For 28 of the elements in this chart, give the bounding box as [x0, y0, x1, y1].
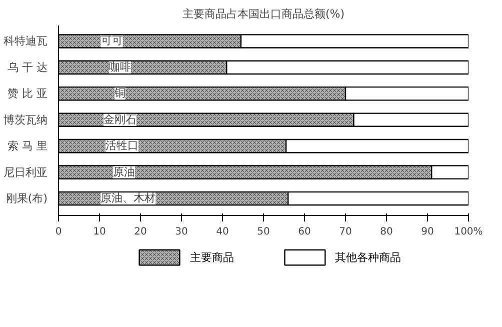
annotation: 原油	[113, 165, 136, 178]
x-tick-label: 20	[134, 226, 147, 238]
annotation: 金刚石	[104, 114, 136, 126]
x-tick-label: 10	[93, 226, 106, 238]
annotation: 原油、木材	[100, 191, 156, 204]
x-tick-label: 50	[257, 226, 270, 238]
y-tick-label: 尼日利亚	[4, 166, 48, 179]
x-tick-label: 30	[175, 226, 188, 238]
x-tick-label: 80	[380, 226, 393, 238]
x-tick-label: 40	[216, 226, 229, 238]
legend-label: 其他各种商品	[335, 251, 402, 264]
x-tick-label: 70	[339, 226, 352, 238]
x-tick-label: 0	[55, 226, 62, 238]
annotation: 可可	[100, 35, 123, 48]
y-tick-label: 乌 干 达	[8, 60, 48, 74]
y-tick-label: 博茨瓦纳	[4, 113, 48, 126]
annotation: 铜	[114, 88, 126, 100]
x-tick-label: 60	[298, 226, 311, 238]
x-tick-label: 100%	[454, 226, 483, 238]
annotation: 活牲口	[106, 140, 139, 152]
y-tick-label: 索 马 里	[8, 140, 48, 153]
y-tick-label: 刚果(布)	[6, 192, 48, 205]
x-tick-label: 90	[421, 226, 434, 238]
y-tick-label: 赞 比 亚	[8, 87, 48, 100]
legend-label: 主要商品	[190, 251, 234, 264]
chart-title: 主要商品占本国出口商品总额(%)	[182, 8, 345, 20]
annotation: 咖啡	[109, 60, 131, 74]
y-tick-label: 科特迪瓦	[4, 34, 48, 48]
